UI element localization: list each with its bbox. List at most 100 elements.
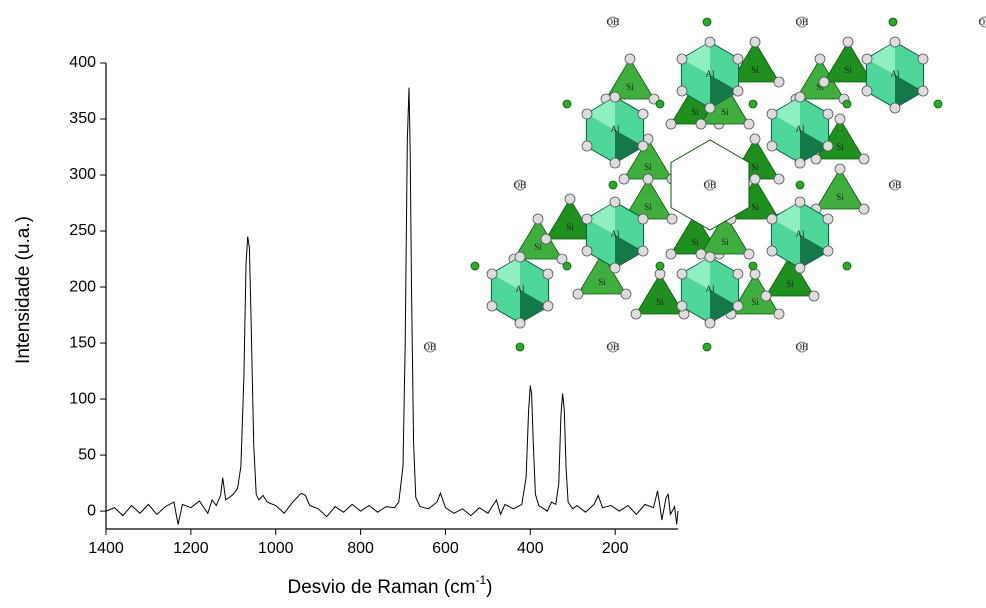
oxygen [815,54,825,64]
si-tetrahedron [816,169,864,209]
oxygen [767,141,777,151]
x-tick-label: 400 [517,540,544,557]
oxygen [795,158,805,168]
oxygen [543,301,553,311]
oxygen [515,318,525,328]
oxygen [795,92,805,102]
si-label: Si [626,82,634,92]
oxygen [809,291,819,301]
x-tick-label: 1400 [88,540,124,557]
x-tick-label: 1000 [258,540,294,557]
si-label: Si [844,65,852,75]
oxygen [625,54,635,64]
x-tick-label: 600 [432,540,459,557]
spectrum-line [106,88,678,525]
si-label: Si [751,202,759,212]
oxygen [862,86,872,96]
oxygen [573,289,583,299]
y-tick-label: 100 [69,390,96,407]
al-label: Al [796,124,805,134]
oxygen [487,301,497,311]
oxygen [533,214,543,224]
si-label: Si [644,202,652,212]
oh-label: OH [424,342,437,352]
water [889,18,897,26]
oxygen [666,119,676,129]
oxygen [859,154,869,164]
si-label: Si [786,279,794,289]
oxygen [541,234,551,244]
oxygen [819,77,829,87]
oxygen [835,114,845,124]
oxygen [823,214,833,224]
y-tick-label: 150 [69,334,96,351]
al-label: Al [891,69,900,79]
oxygen [918,54,928,64]
oxygen [565,194,575,204]
si-label: Si [644,162,652,172]
oxygen [733,301,743,311]
oxygen [767,109,777,119]
al-label: Al [706,69,715,79]
oxygen [705,103,715,113]
si-label: Si [598,277,606,287]
si-label: Si [721,107,729,117]
si-label: Si [751,65,759,75]
x-label-end: ) [486,577,492,598]
oh-label: OH [514,180,527,190]
water [749,100,757,108]
y-tick-label: 0 [87,502,96,519]
oxygen [795,197,805,207]
oxygen [655,269,665,279]
x-tick-label: 200 [602,540,629,557]
oxygen [705,318,715,328]
si-label: Si [751,162,759,172]
si-label: Si [721,237,729,247]
al-label: Al [516,284,525,294]
oxygen [610,263,620,273]
water [563,262,571,270]
y-tick-label: 300 [69,166,96,183]
oh-label: OH [979,17,986,27]
x-label-text: Desvio de Raman (cm [288,577,476,598]
oxygen [643,174,653,184]
water [934,100,942,108]
x-label-sup: -1 [475,573,486,587]
y-tick-label: 200 [69,278,96,295]
oxygen [677,54,687,64]
oxygen [515,252,525,262]
y-tick-label: 400 [69,54,96,71]
oxygen [744,249,754,259]
oh-label: OH [889,180,902,190]
oxygen [767,214,777,224]
y-tick-label: 350 [69,110,96,127]
oxygen [774,309,784,319]
water [471,262,479,270]
oxygen [761,291,771,301]
oxygen [638,214,648,224]
oxygen [543,269,553,279]
al-label: Al [796,229,805,239]
water [843,262,851,270]
si-label: Si [751,297,759,307]
oh-label: OH [796,342,809,352]
al-label: Al [706,284,715,294]
oxygen [823,246,833,256]
water [703,18,711,26]
water [796,181,804,189]
oxygen [890,103,900,113]
water [656,262,664,270]
oxygen [638,109,648,119]
x-tick-label: 1200 [173,540,209,557]
si-label: Si [836,142,844,152]
oxygen [705,37,715,47]
water [843,100,851,108]
oxygen [843,37,853,47]
oxygen [610,158,620,168]
oxygen [610,92,620,102]
oxygen [667,214,677,224]
si-label: Si [534,242,542,252]
si-label: Si [691,237,699,247]
oxygen [677,269,687,279]
oxygen [638,246,648,256]
